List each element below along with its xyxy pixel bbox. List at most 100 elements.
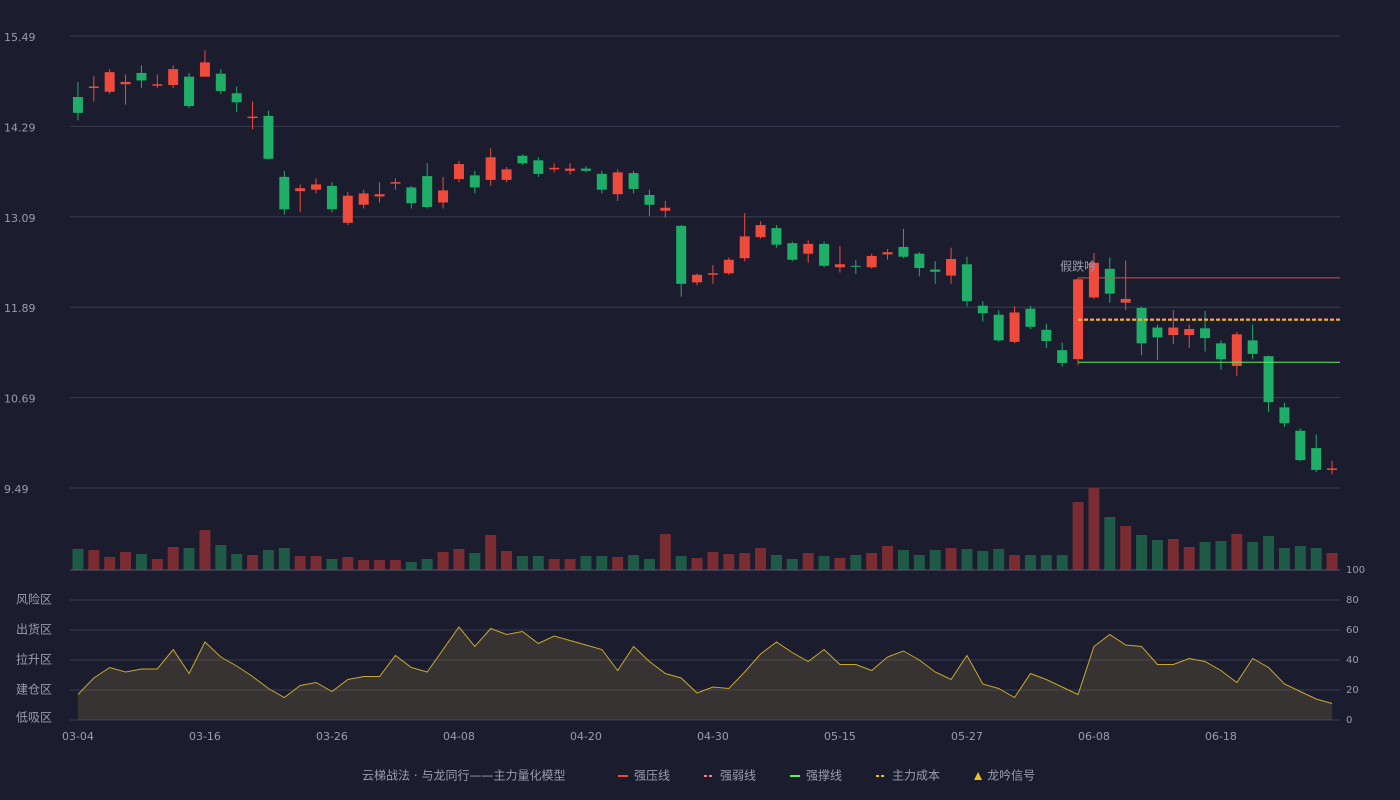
y-tick-label: 11.89 [4, 302, 36, 315]
volume-bar [564, 559, 576, 570]
x-tick-label: 03-04 [62, 730, 94, 743]
candle-body [136, 72, 147, 81]
candle-body [517, 155, 528, 164]
y-tick-label: 10.69 [4, 393, 36, 406]
candle-body [72, 97, 83, 113]
y2-tick-label: 80 [1346, 595, 1359, 606]
volume-bar [421, 559, 433, 570]
candle-body [1247, 340, 1258, 354]
volume-bar [1263, 536, 1275, 570]
y-tick-label: 9.49 [4, 483, 29, 496]
candle-body [1120, 298, 1131, 303]
volume-bar [262, 550, 274, 570]
volume-bar [199, 530, 211, 570]
volume-bar [1136, 535, 1148, 570]
volume-bar [1310, 548, 1322, 570]
volume-bar [691, 558, 703, 570]
volume-bar [501, 551, 513, 570]
candle-body [374, 194, 385, 197]
zone-label: 建仓区 [16, 683, 52, 697]
volume-bar [866, 553, 878, 570]
candle-body [152, 84, 163, 86]
volume-bar [786, 559, 798, 570]
volume-bar [580, 556, 592, 570]
volume-bar [389, 560, 401, 570]
candle-body [1215, 343, 1226, 360]
volume-bar [516, 556, 528, 570]
candle-body [342, 195, 353, 223]
volume-bar [358, 560, 370, 570]
volume-bar [548, 559, 560, 570]
candle-body [120, 81, 131, 85]
candle-body [168, 69, 179, 85]
candle-body [199, 62, 210, 77]
zone-label: 拉升区 [16, 652, 52, 667]
candle-body [422, 176, 433, 208]
volume-bar [1104, 517, 1116, 570]
volume-bar [374, 560, 386, 570]
candle-body [1200, 328, 1211, 339]
legend-label: 龙吟信号 [987, 768, 1035, 783]
candle-body [946, 258, 957, 276]
volume-bar [1183, 547, 1195, 570]
x-tick-label: 04-20 [570, 730, 602, 743]
volume-bar [294, 556, 306, 570]
volume-bar [1199, 542, 1211, 570]
candle-body [485, 157, 496, 180]
volume-bar [882, 546, 894, 570]
volume-bar [88, 550, 100, 570]
y-tick-label: 14.29 [4, 121, 36, 134]
y-tick-label: 15.49 [4, 31, 36, 44]
volume-bar [326, 559, 338, 570]
candle-body [1104, 268, 1115, 294]
volume-bar [1231, 534, 1243, 570]
volume-bar [834, 558, 846, 570]
candle-body [723, 259, 734, 274]
volume-bar [675, 556, 687, 570]
candle-body [898, 246, 909, 257]
legend-swatch [974, 772, 983, 780]
candle-body [1088, 262, 1099, 298]
indicator-area [77, 627, 1333, 720]
volume-bar [469, 553, 481, 570]
candle-body [1057, 350, 1068, 363]
volume-bar [1120, 526, 1132, 570]
candle-body [1168, 327, 1179, 336]
candle-body [326, 185, 337, 210]
volume-bar [231, 554, 243, 570]
candle-body [184, 76, 195, 107]
candle-body [850, 265, 861, 267]
candle-body [1311, 448, 1322, 470]
candle-body [803, 243, 814, 254]
candle-body [406, 187, 417, 204]
candle-body [914, 253, 925, 269]
candle-body [565, 168, 576, 171]
volume-bar [596, 556, 608, 570]
volume-bar [755, 548, 767, 570]
volume-bar [104, 557, 116, 570]
annotation: 假跌吟 [1060, 259, 1096, 274]
legend-label: 强弱线 [720, 769, 756, 783]
volume-bar [913, 555, 925, 570]
candle-body [263, 115, 274, 159]
volume-bar [739, 553, 751, 570]
volume-bar [707, 552, 719, 570]
candle-body [88, 86, 99, 88]
volume-bar [1326, 553, 1338, 570]
y2-tick-label: 0 [1346, 715, 1352, 726]
volume-bar [437, 552, 449, 570]
volume-bar [850, 555, 862, 570]
volume-bar [485, 535, 497, 570]
volume-bar [1278, 548, 1290, 570]
volume-bar [643, 559, 655, 570]
candle-body [1295, 430, 1306, 461]
candle-body [961, 264, 972, 302]
volume-bar [1024, 555, 1036, 570]
candle-body [533, 160, 544, 174]
candle-body [1231, 334, 1242, 366]
volume-bar [120, 552, 132, 570]
volume-bar [405, 562, 417, 570]
volume-bar [929, 550, 941, 570]
candle-body [882, 252, 893, 255]
candle-body [644, 194, 655, 205]
